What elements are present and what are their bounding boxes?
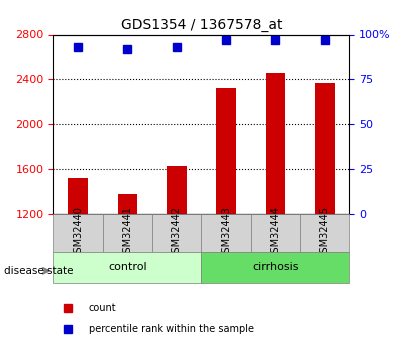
Bar xyxy=(315,83,335,214)
Bar xyxy=(167,166,187,214)
Text: count: count xyxy=(89,303,117,313)
FancyBboxPatch shape xyxy=(53,252,201,283)
Bar xyxy=(216,88,236,214)
FancyBboxPatch shape xyxy=(103,214,152,252)
Text: GSM32441: GSM32441 xyxy=(122,206,132,259)
Text: cirrhosis: cirrhosis xyxy=(252,263,299,272)
Title: GDS1354 / 1367578_at: GDS1354 / 1367578_at xyxy=(121,18,282,32)
Text: GSM32442: GSM32442 xyxy=(172,206,182,259)
FancyBboxPatch shape xyxy=(201,214,251,252)
Text: control: control xyxy=(108,263,147,272)
Bar xyxy=(118,194,137,214)
FancyBboxPatch shape xyxy=(251,214,300,252)
Text: GSM32440: GSM32440 xyxy=(73,206,83,259)
FancyBboxPatch shape xyxy=(53,214,103,252)
Text: percentile rank within the sample: percentile rank within the sample xyxy=(89,325,254,334)
FancyBboxPatch shape xyxy=(152,214,201,252)
Text: GSM32444: GSM32444 xyxy=(270,206,280,259)
Text: disease state: disease state xyxy=(4,266,74,276)
Text: GSM32445: GSM32445 xyxy=(320,206,330,259)
Bar xyxy=(266,73,285,214)
Text: GSM32443: GSM32443 xyxy=(221,206,231,259)
Bar xyxy=(68,178,88,214)
FancyBboxPatch shape xyxy=(201,252,349,283)
FancyBboxPatch shape xyxy=(300,214,349,252)
